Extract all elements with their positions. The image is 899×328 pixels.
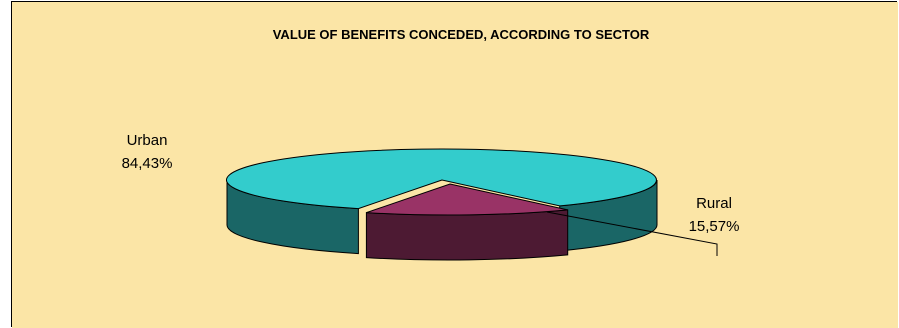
- slice-side-rural: [365, 209, 569, 261]
- chart-area: VALUE OF BENEFITS CONCEDED, ACCORDING TO…: [11, 1, 898, 328]
- slice-top-rural: [366, 183, 568, 216]
- slice-value-urban: 84,43%: [122, 155, 173, 172]
- slice-value-rural: 15,57%: [689, 218, 740, 235]
- slice-label-rural: Rural: [696, 195, 732, 212]
- chart-title: VALUE OF BENEFITS CONCEDED, ACCORDING TO…: [273, 27, 650, 42]
- slice-top-urban: [225, 148, 657, 210]
- pie-chart: VALUE OF BENEFITS CONCEDED, ACCORDING TO…: [12, 2, 898, 328]
- rural-leader-line: [546, 211, 718, 256]
- slice-label-urban: Urban: [127, 132, 168, 149]
